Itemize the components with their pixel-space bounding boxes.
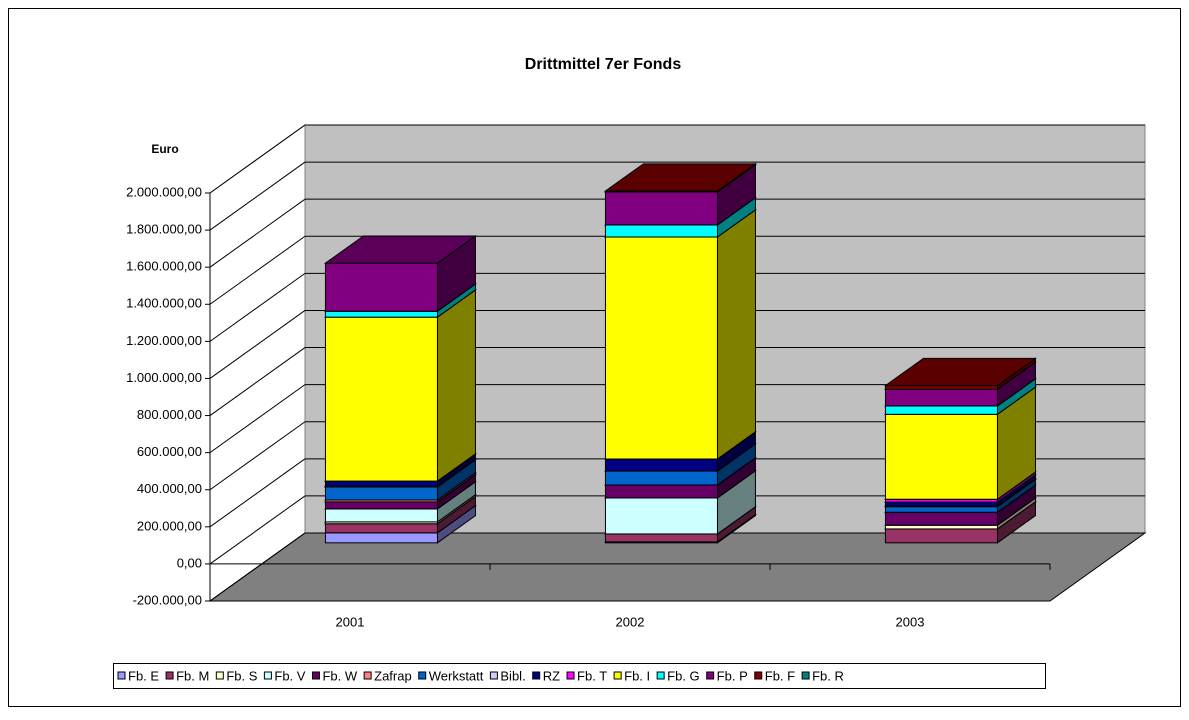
bar-segment <box>324 508 438 523</box>
legend-label: Fb. R <box>812 668 844 683</box>
bar-segment <box>604 191 718 226</box>
legend-label: Fb. F <box>765 668 795 683</box>
bar-segment <box>324 480 438 487</box>
legend-label: Fb. T <box>577 668 607 683</box>
chart-title: Drittmittel 7er Fonds <box>525 56 682 73</box>
legend-label: Fb. P <box>717 668 748 683</box>
y-tick-label: 800.000,00 <box>137 407 202 422</box>
y-axis-title: Euro <box>151 142 178 156</box>
grid-line <box>209 272 306 342</box>
x-tick-label: 2002 <box>616 614 645 629</box>
legend-swatch <box>489 671 498 680</box>
bar-side <box>716 208 756 460</box>
legend-label: Fb. S <box>226 668 257 683</box>
y-tick-label: 1.400.000,00 <box>126 296 202 311</box>
bar-segment <box>324 262 438 312</box>
legend-swatch <box>165 671 174 680</box>
bar-segment <box>604 224 718 238</box>
y-tick-label: 400.000,00 <box>137 481 202 496</box>
bar-segment <box>884 506 998 513</box>
legend-swatch <box>656 671 665 680</box>
legend-label: Bibl. <box>500 668 525 683</box>
bar-segment <box>884 405 998 415</box>
bar-segment <box>604 497 718 535</box>
bar-segment <box>884 501 998 507</box>
legend-label: Fb. M <box>176 668 209 683</box>
bar-segment <box>324 523 438 534</box>
bar-segment <box>604 236 718 460</box>
grid-line <box>209 124 306 194</box>
legend-swatch <box>117 671 126 680</box>
legend-label: Zafrap <box>374 668 412 683</box>
bar-segment <box>884 413 998 500</box>
legend-swatch <box>566 671 575 680</box>
y-tick-label: 1.800.000,00 <box>126 222 202 237</box>
legend-label: Fb. G <box>667 668 700 683</box>
x-tick-label: 2003 <box>896 614 925 629</box>
bar-segment <box>884 528 998 544</box>
legend-swatch <box>532 671 541 680</box>
legend-swatch <box>363 671 372 680</box>
bar-segment <box>324 310 438 318</box>
grid-line <box>209 532 306 602</box>
grid-line <box>209 235 306 305</box>
bar-segment <box>604 470 718 486</box>
y-tick-label: 1.000.000,00 <box>126 370 202 385</box>
legend-label: Werkstatt <box>429 668 484 683</box>
legend-label: Fb. W <box>322 668 357 683</box>
y-tick-label: 2.000.000,00 <box>126 184 202 199</box>
legend-swatch <box>215 671 224 680</box>
grid-line <box>209 458 306 528</box>
grid-line <box>209 495 306 565</box>
grid-line <box>209 161 306 231</box>
y-tick-label: 1.200.000,00 <box>126 333 202 348</box>
bar-side <box>436 288 476 483</box>
bar-segment <box>884 524 998 530</box>
bar-segment <box>604 533 718 543</box>
y-tick-label: 600.000,00 <box>137 444 202 459</box>
legend-label: Fb. V <box>274 668 305 683</box>
legend-swatch <box>311 671 320 680</box>
grid-line <box>209 384 306 454</box>
grid-line <box>209 421 306 491</box>
y-tick-label: -200.000,00 <box>133 592 202 607</box>
bar-segment <box>324 316 438 482</box>
x-tick-label: 2001 <box>336 614 365 629</box>
bar-segment <box>604 458 718 472</box>
y-tick-label: 200.000,00 <box>137 518 202 533</box>
bar-segment <box>604 484 718 499</box>
bar-segment <box>324 532 438 544</box>
legend-swatch <box>613 671 622 680</box>
legend-swatch <box>263 671 272 680</box>
legend-swatch <box>801 671 810 680</box>
bar-segment <box>324 486 438 501</box>
legend-swatch <box>754 671 763 680</box>
legend-label: RZ <box>543 668 560 683</box>
legend-label: Fb. E <box>128 668 159 683</box>
legend-swatch <box>706 671 715 680</box>
bar-segment <box>324 501 438 510</box>
legend: Fb. E Fb. M Fb. S Fb. V Fb. W Zafrap Werkstatt… <box>113 663 1046 689</box>
y-tick-label: 1.600.000,00 <box>126 259 202 274</box>
bar-segment <box>884 511 998 526</box>
grid-line <box>209 198 306 268</box>
legend-swatch <box>418 671 427 680</box>
y-tick-label: 0,00 <box>177 555 202 570</box>
grid-line <box>209 310 306 379</box>
grid-line <box>209 347 306 416</box>
legend-label: Fb. I <box>624 668 650 683</box>
bar-segment <box>884 385 998 390</box>
bar-segment <box>884 388 998 407</box>
